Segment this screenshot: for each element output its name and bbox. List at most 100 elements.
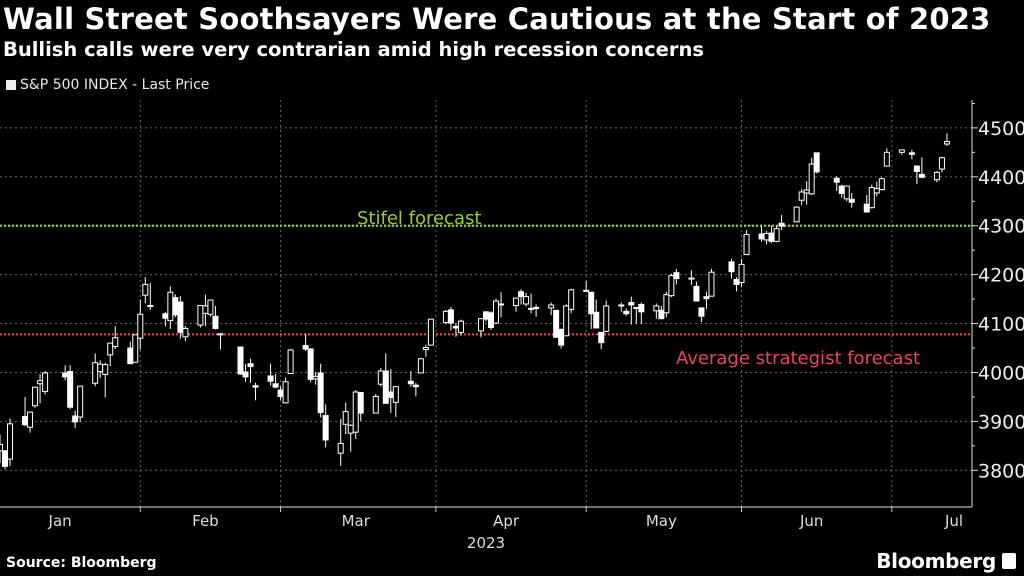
candle-up [793,206,800,223]
candle-up [568,289,575,310]
x-tick-label: May [646,512,677,530]
candle-up [337,442,344,454]
candle-up [943,141,950,145]
candle-down [588,291,595,315]
candle-up [197,304,204,326]
candle-down [918,173,925,178]
candle-down [863,203,870,213]
y-tick-label: 4100 [978,314,1024,336]
candle-up [477,318,484,332]
candle-up [773,228,780,242]
candle-up [102,364,109,375]
candle-down [498,303,505,306]
candle-up [142,283,149,296]
candle-down [673,272,680,280]
x-tick-label: Jun [799,512,823,530]
candle-up [493,300,500,324]
gridlines [0,100,972,507]
candle-down [452,325,459,329]
candle-up [743,234,750,256]
candle-up [688,277,695,280]
candle-down [242,371,249,378]
candle-up [112,337,119,348]
candle-up [563,305,570,337]
candle-up [803,189,810,194]
y-tick-label: 3800 [978,460,1024,482]
y-tick-label: 4300 [978,216,1024,238]
candle-down [237,346,244,375]
candle-up [548,304,555,309]
candle-up [182,327,189,338]
candle-up [27,411,34,428]
bloomberg-logo: Bloomberg [876,549,1016,573]
candle-down [267,375,274,382]
legend-swatch [6,80,16,90]
average-forecast-label: Average strategist forecast [676,348,920,369]
candle-up [312,375,319,380]
candle-down [447,309,454,324]
candle-up [798,191,805,201]
candle-down [758,233,765,240]
candle-up [372,395,379,414]
candle-up [167,291,174,322]
candle-down [382,370,389,404]
candle-up [663,294,670,314]
legend-label: S&P 500 INDEX - Last Price [20,77,210,93]
candle-up [377,370,384,385]
candle-up [352,391,359,433]
legend: S&P 500 INDEX - Last Price [6,77,209,93]
candle-down [693,285,700,302]
chart-subtitle: Bullish calls were very contrarian amid … [3,38,704,61]
candle-down [813,152,820,173]
candle-down [558,328,565,346]
candle-down [307,348,314,380]
candle-down [488,312,495,328]
candle-down [848,198,855,203]
axes: 3800 3900 4000 4100 4200 4300 4400 4500 Jan Feb Ma… [0,100,1024,530]
candle-down [172,297,179,316]
x-tick-label: Feb [192,512,219,530]
candle-down [357,392,364,414]
candle-up [342,411,349,425]
candle-up [898,149,905,153]
candle-up [513,297,520,306]
candle-up [392,386,399,403]
candle-down [2,450,9,467]
candle-down [913,165,920,172]
candle-down [628,302,635,306]
candle-up [933,171,940,181]
candle-down [728,261,735,273]
y-tick-label: 4000 [978,362,1024,384]
candle-down [407,380,414,385]
candle-up [347,424,354,434]
candle-up [32,386,39,407]
x-tick-label: Jul [944,512,963,530]
candle-up [217,333,224,336]
x-tick-label: Mar [342,512,371,530]
candle-down [553,309,560,338]
candle-up [868,187,875,209]
x-tick-label: Jan [48,512,72,530]
candle-down [322,415,329,441]
source-note: Source: Bloomberg [6,555,157,571]
stifel-forecast-label: Stifel forecast [357,208,481,229]
candle-up [708,271,715,297]
candle-up [668,275,675,297]
candle-up [207,299,214,315]
candle-up [417,358,424,374]
chart-title: Wall Street Soothsayers Were Cautious at… [3,2,991,36]
candle-down [623,310,630,315]
candle-up [107,342,114,356]
candle-up [523,296,530,305]
candle-up [37,380,44,385]
candle-down [908,152,915,155]
candle-up [653,305,660,312]
candle-down [67,370,74,408]
candle-down [703,296,710,300]
candle-down [177,301,184,333]
candle-down [317,372,324,414]
candle-down [212,315,219,329]
candle-up [878,178,885,191]
candle-up [7,423,14,460]
